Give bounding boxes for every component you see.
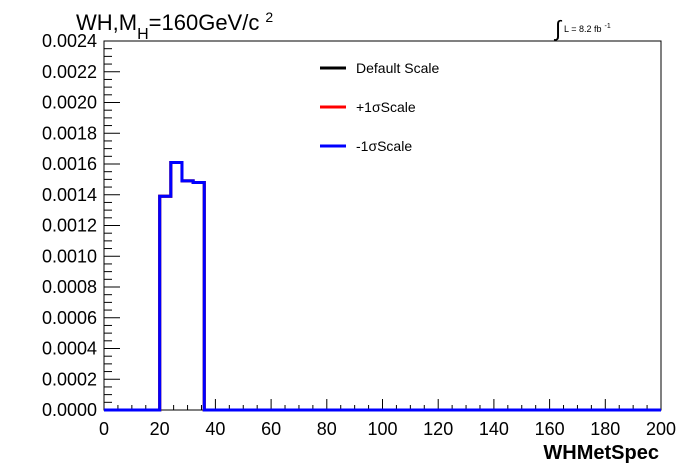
chart-title-main: WH,M — [76, 10, 137, 35]
y-tick-label: 0.0022 — [42, 62, 97, 82]
y-tick-label: 0.0012 — [42, 216, 97, 236]
y-tick-label: 0.0018 — [42, 123, 97, 143]
y-tick-label: 0.0014 — [42, 185, 97, 205]
y-tick-label: 0.0016 — [42, 154, 97, 174]
x-tick-label: 140 — [479, 419, 509, 439]
y-tick-label: 0.0004 — [42, 339, 97, 359]
x-tick-label: 0 — [99, 419, 109, 439]
y-tick-label: 0.0020 — [42, 93, 97, 113]
chart-title-subscript: H — [137, 26, 149, 43]
legend-label: -1σScale — [356, 138, 412, 154]
series-group — [104, 160, 661, 412]
y-tick-label: 0.0008 — [42, 277, 97, 297]
lumi-text: L = 8.2 fb — [564, 24, 601, 34]
series-line-1 — [104, 160, 661, 412]
x-tick-label: 100 — [367, 419, 397, 439]
y-tick-label: 0.0002 — [42, 369, 97, 389]
chart-title-superscript: 2 — [265, 9, 273, 25]
x-axis-label: WHMetSpec — [543, 442, 659, 464]
y-tick-label: 0.0024 — [42, 31, 97, 51]
chart-title: WH,MH=160GeV/c 2 — [76, 9, 273, 43]
x-tick-label: 20 — [150, 419, 170, 439]
x-tick-label: 80 — [317, 419, 337, 439]
x-tick-label: 200 — [646, 419, 676, 439]
lumi-integral-symbol: ∫ — [553, 16, 563, 41]
chart-title-rest: =160GeV/c — [149, 10, 260, 35]
legend-label: +1σScale — [356, 99, 416, 115]
plot-frame — [103, 40, 662, 411]
legend-label: Default Scale — [356, 60, 439, 76]
series-line-3 — [104, 160, 661, 412]
series-line-2 — [104, 160, 661, 412]
y-tick-label: 0.0000 — [42, 400, 97, 420]
x-tick-label: 160 — [535, 419, 565, 439]
x-tick-label: 180 — [590, 419, 620, 439]
lumi-superscript: -1 — [604, 23, 610, 30]
x-tick-label: 60 — [261, 419, 281, 439]
y-tick-label: 0.0010 — [42, 246, 97, 266]
lumi-label: ∫ L = 8.2 fb -1 — [553, 16, 611, 41]
axes: 0 20 40 60 80 100 120 140 160 180 200 0.0000 0.0002 0… — [42, 31, 676, 439]
x-tick-label: 40 — [205, 419, 225, 439]
legend: Default Scale +1σScale -1σScale — [320, 60, 439, 154]
y-tick-label: 0.0006 — [42, 308, 97, 328]
x-tick-label: 120 — [423, 419, 453, 439]
